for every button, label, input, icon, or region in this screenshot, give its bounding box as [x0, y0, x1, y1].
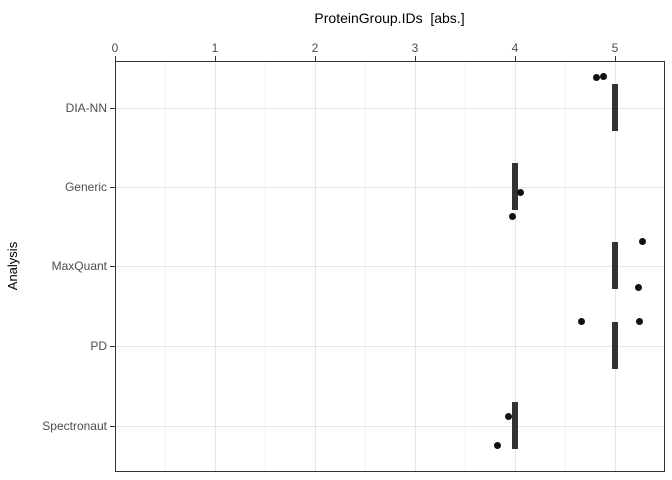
box-bar	[612, 322, 618, 369]
box-bar	[612, 84, 618, 131]
data-point	[638, 237, 646, 245]
x-tick-mark	[415, 56, 416, 61]
data-point	[592, 73, 600, 81]
data-point	[634, 283, 642, 291]
plot-panel	[115, 61, 665, 472]
chart-title: ProteinGroup.IDs [abs.]	[314, 10, 465, 26]
x-tick-label: 4	[511, 41, 519, 55]
x-tick-label: 0	[111, 41, 119, 55]
y-category-label: DIA-NN	[65, 101, 107, 115]
y-category-label: PD	[90, 339, 107, 353]
x-tick-mark	[615, 56, 616, 61]
y-tick-mark	[110, 346, 115, 347]
data-point	[493, 441, 501, 449]
data-point	[516, 188, 524, 196]
data-point	[504, 412, 512, 420]
data-point	[577, 317, 585, 325]
y-tick-mark	[110, 108, 115, 109]
box-bar	[512, 402, 518, 449]
x-tick-label: 5	[611, 41, 619, 55]
gridline-major-horizontal	[116, 266, 664, 267]
x-tick-label: 2	[311, 41, 319, 55]
x-tick-mark	[115, 56, 116, 61]
box-bar	[612, 242, 618, 289]
gridline-major-horizontal	[116, 346, 664, 347]
x-tick-mark	[315, 56, 316, 61]
box-bar	[512, 163, 518, 210]
gridline-major-horizontal	[116, 187, 664, 188]
y-category-label: MaxQuant	[51, 259, 107, 273]
y-category-label: Generic	[64, 180, 107, 194]
data-point	[635, 317, 643, 325]
y-tick-mark	[110, 426, 115, 427]
data-point	[508, 212, 516, 220]
y-tick-mark	[110, 187, 115, 188]
gridline-major-horizontal	[116, 108, 664, 109]
x-tick-label: 1	[211, 41, 219, 55]
data-point	[599, 72, 607, 80]
gridline-major-horizontal	[116, 426, 664, 427]
x-tick-mark	[515, 56, 516, 61]
x-tick-label: 3	[411, 41, 419, 55]
x-tick-mark	[215, 56, 216, 61]
y-category-label: Spectronaut	[42, 419, 107, 433]
y-tick-mark	[110, 266, 115, 267]
